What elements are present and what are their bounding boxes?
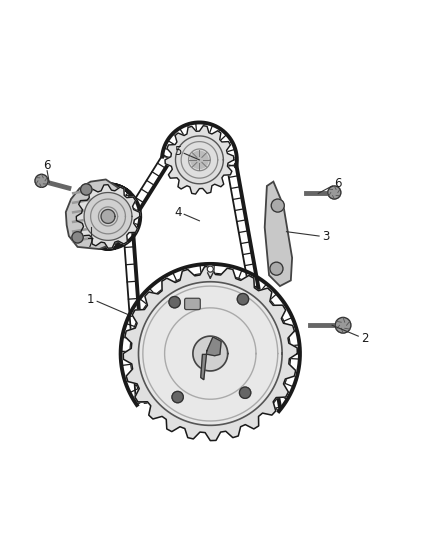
Circle shape [101,209,115,223]
Circle shape [172,391,184,403]
Circle shape [169,296,180,308]
Circle shape [270,262,283,275]
Circle shape [328,186,341,199]
Circle shape [207,266,213,272]
Polygon shape [201,337,221,379]
Polygon shape [265,182,292,286]
Polygon shape [66,180,125,249]
Text: 6: 6 [43,159,51,172]
Circle shape [72,232,83,243]
Polygon shape [76,184,140,248]
Circle shape [84,192,132,240]
Circle shape [237,294,249,305]
Text: 2: 2 [361,332,368,345]
FancyBboxPatch shape [185,298,200,310]
Text: 3: 3 [322,230,329,244]
Circle shape [35,174,48,188]
Text: 7: 7 [87,237,94,250]
Polygon shape [123,266,297,441]
Text: 4: 4 [174,206,181,219]
Circle shape [191,151,208,168]
Circle shape [138,282,282,425]
Circle shape [176,136,223,184]
Circle shape [335,318,351,333]
Polygon shape [165,126,234,194]
Text: 1: 1 [87,293,94,305]
Circle shape [271,199,284,212]
Circle shape [240,387,251,398]
Circle shape [81,184,92,195]
Text: 5: 5 [174,144,181,158]
Text: 6: 6 [334,177,342,190]
Circle shape [193,336,228,371]
